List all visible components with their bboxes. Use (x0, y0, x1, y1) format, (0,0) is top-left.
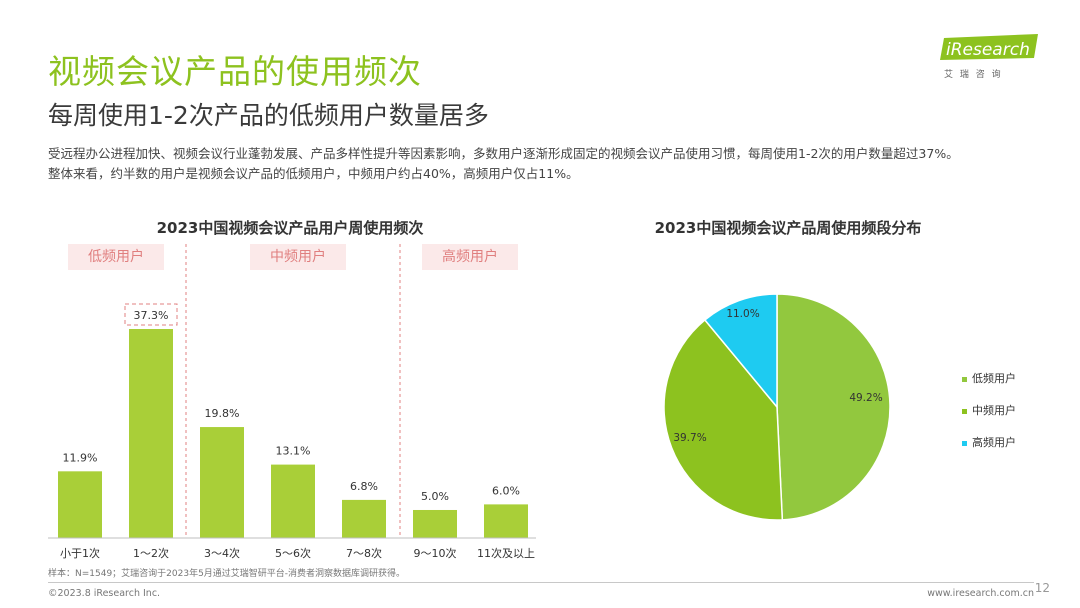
highlight-box (124, 303, 178, 326)
page-subtitle: 每周使用1-2次产品的低频用户数量居多 (48, 101, 489, 130)
legend-item-2: 高频用户 (962, 434, 1016, 450)
bar-value-label-2: 19.8% (205, 407, 240, 420)
bar-4 (342, 499, 386, 538)
pie-chart-title: 2023中国视频会议产品周使用频段分布 (654, 219, 922, 237)
segment-label-mid: 中频用户 (250, 244, 346, 270)
pie-legend: 低频用户中频用户高频用户 (962, 370, 1016, 466)
bar-category-label-3: 5～6次 (275, 546, 311, 560)
bar-category-label-1: 1～2次 (133, 546, 169, 560)
segment-label-low: 低频用户 (68, 244, 164, 270)
legend-swatch-1 (962, 408, 967, 414)
legend-swatch-2 (962, 440, 967, 446)
copyright-text: ©2023.8 iResearch Inc. (48, 588, 161, 599)
bar-5 (413, 509, 457, 538)
website-text: www.iresearch.com.cn (927, 588, 1034, 599)
bar-3 (271, 464, 315, 538)
logo-brand-text: iResearch (946, 40, 1030, 60)
iresearch-logo: iResearch 艾 瑞 咨 询 (940, 34, 1038, 80)
bar-chart-title: 2023中国视频会议产品用户周使用频次 (156, 219, 424, 237)
bar-category-label-2: 3～4次 (204, 546, 240, 560)
logo-tagline-text: 艾 瑞 咨 询 (944, 68, 1003, 80)
description-line-1: 受远程办公进程加快、视频会议行业蓬勃发展、产品多样性提升等因素影响，多数用户逐渐… (48, 146, 959, 161)
bar-value-label-0: 11.9% (63, 451, 98, 464)
bar-value-label-1: 37.3% (134, 309, 169, 322)
legend-label-2: 高频用户 (972, 436, 1016, 449)
bar-category-label-0: 小于1次 (60, 546, 100, 560)
description-line-2: 整体来看，约半数的用户是视频会议产品的低频用户，中频用户约占40%，高频用户仅占… (48, 166, 579, 181)
bar-value-label-6: 6.0% (492, 484, 520, 497)
bar-category-label-6: 11次及以上 (477, 546, 535, 560)
legend-swatch-0 (962, 376, 967, 382)
bar-category-label-5: 9～10次 (414, 546, 457, 560)
page-title: 视频会议产品的使用频次 (48, 52, 422, 91)
bar-value-label-5: 5.0% (421, 490, 449, 503)
bar-1 (129, 329, 173, 538)
segment-label-high: 高频用户 (422, 244, 518, 270)
legend-item-0: 低频用户 (962, 370, 1016, 386)
bar-value-label-4: 6.8% (350, 480, 378, 493)
legend-label-1: 中频用户 (972, 404, 1016, 417)
bar-value-label-3: 13.1% (276, 445, 311, 458)
footer-divider (48, 582, 1034, 583)
bar-category-label-4: 7～8次 (346, 546, 382, 560)
legend-label-0: 低频用户 (972, 372, 1016, 385)
legend-item-1: 中频用户 (962, 402, 1016, 418)
source-note: 样本：N=1549；艾瑞咨询于2023年5月通过艾瑞智研平台-消费者洞察数据库调… (48, 569, 406, 579)
bar-2 (200, 427, 244, 538)
page-number: 12 (1034, 581, 1050, 595)
bar-0 (58, 471, 102, 538)
bar-6 (484, 504, 528, 538)
